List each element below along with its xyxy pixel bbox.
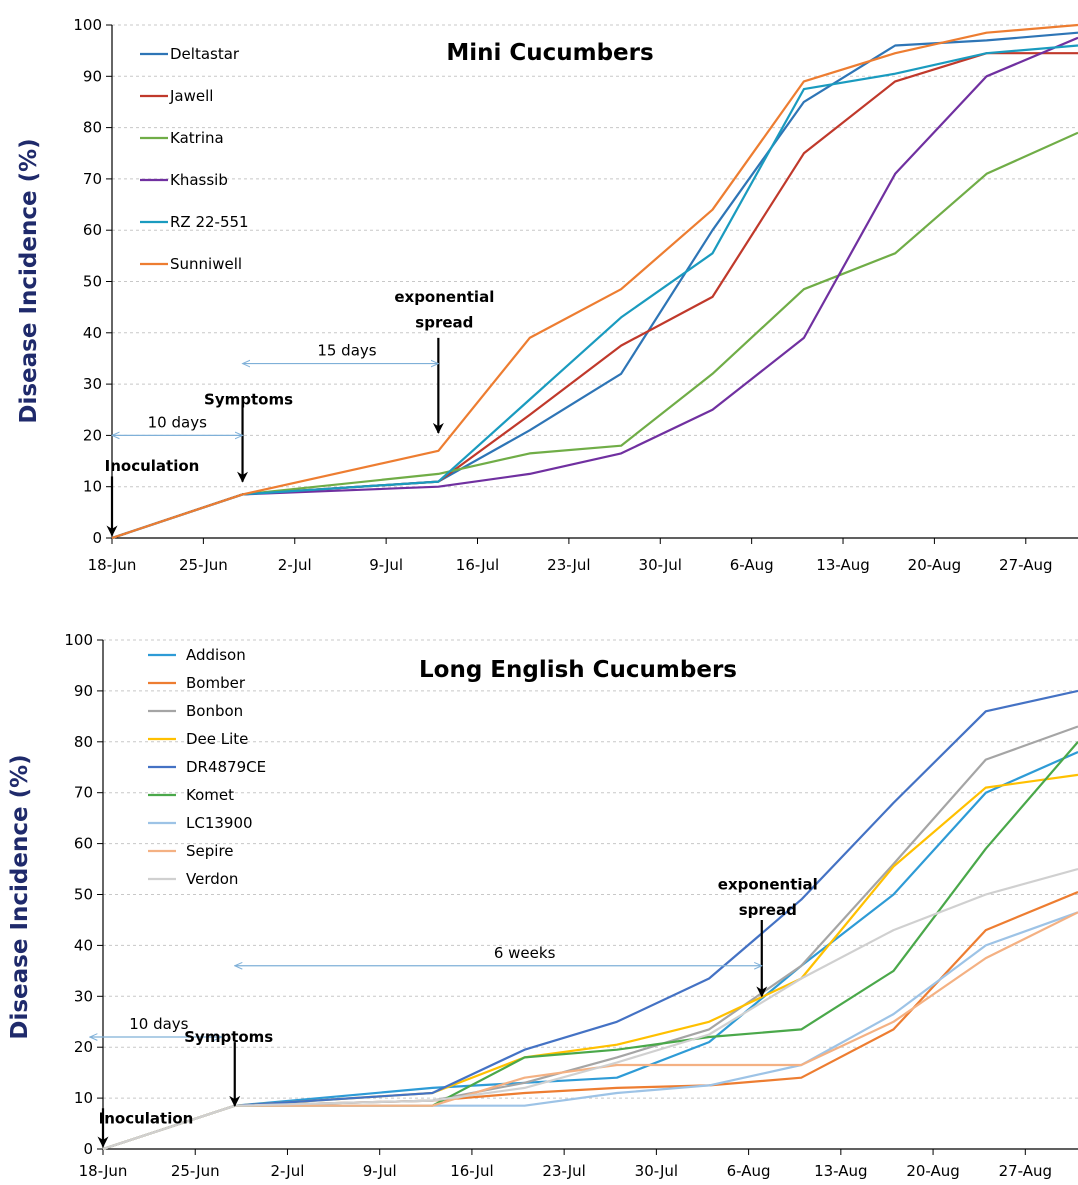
chart-title: Mini Cucumbers [446,40,653,66]
legend-entry-deltastar: Deltastar [170,45,240,63]
x-tick-label: 2-Jul [278,556,312,574]
legend-entry-sepire: Sepire [186,842,234,860]
annotation-exponential: exponential [718,875,818,893]
x-tick-label: 27-Aug [999,1162,1052,1180]
y-tick-label: 50 [83,273,102,291]
y-tick-label: 100 [64,631,93,649]
annotation-exponential: exponential [394,288,494,306]
x-tick-label: 2-Jul [271,1162,305,1180]
x-tick-label: 20-Aug [908,556,961,574]
x-tick-label: 30-Jul [635,1162,678,1180]
legend: Addison Bomber Bonbon Dee Lite DR4879CE Komet… [148,646,266,888]
annotation-10-days: 10 days [129,1015,188,1033]
series-line-rz-22-551 [111,44,1078,540]
y-tick-label: 60 [74,835,93,853]
legend-entry-katrina: Katrina [170,129,224,147]
y-tick-label: 80 [74,733,93,751]
legend-entry-sunniwell: Sunniwell [170,255,242,273]
y-tick-label: 100 [73,16,102,34]
y-tick-label: 80 [83,119,102,137]
y-tick-label: 60 [83,221,102,239]
x-tick-label: 23-Jul [542,1162,585,1180]
x-tick-label: 30-Jul [639,556,682,574]
series-line-katrina [111,131,1078,540]
y-tick-label: 70 [74,784,93,802]
y-tick-label: 30 [83,375,102,393]
annotation-10-days: 10 days [148,413,207,431]
annotation-inoculation: Inoculation [105,457,200,475]
x-tick-label: 23-Jul [547,556,590,574]
legend-entry-dee-lite: Dee Lite [186,730,248,748]
y-tick-label: 70 [83,170,102,188]
legend: Deltastar Jawell Katrina Khassib RZ 22-551 Su… [140,45,249,273]
x-tick-label: 9-Jul [363,1162,397,1180]
annotation-15-days: 15 days [317,342,376,360]
legend-entry-dr4879ce: DR4879CE [186,758,266,776]
annotation-spread: spread [739,901,797,919]
annotation-spread: spread [415,314,473,332]
mini-cucumbers-chart: 0 10 20 30 40 50 60 70 80 90 100 18-Jun 25-Jun 2-Jul 9… [16,16,1078,574]
y-tick-label: 50 [74,886,93,904]
annotation-symptoms: Symptoms [204,390,293,408]
series-line-bonbon [102,725,1078,1151]
legend-entry-bonbon: Bonbon [186,702,243,720]
x-tick-label: 20-Aug [906,1162,959,1180]
series-line-sunniwell [111,23,1078,540]
legend-entry-verdon: Verdon [186,870,238,888]
x-tick-label: 13-Aug [816,556,869,574]
y-tick-label: 0 [92,529,102,547]
y-tick-label: 90 [83,67,102,85]
chart-title: Long English Cucumbers [419,657,737,683]
legend-entry-bomber: Bomber [186,674,246,692]
annotation-symptoms: Symptoms [184,1028,273,1046]
x-tick-label: 27-Aug [999,556,1052,574]
y-tick-label: 40 [74,936,93,954]
series-line-khassib [111,36,1078,540]
x-tick-label: 6-Aug [727,1162,771,1180]
y-tick-label: 90 [74,682,93,700]
legend-entry-lc13900: LC13900 [186,814,253,832]
series-line-addison [102,750,1078,1151]
y-tick-label: 10 [83,478,102,496]
x-tick-label: 25-Jun [171,1162,220,1180]
long-english-cucumbers-chart: 0 10 20 30 40 50 60 70 80 90 100 18-Jun 25-Jun 2-Jul 9… [7,631,1078,1180]
series-line-verdon [102,867,1078,1151]
annotation-6-weeks: 6 weeks [494,944,556,962]
legend-entry-addison: Addison [186,646,246,664]
y-axis-label: Disease Incidence (%) [7,754,33,1039]
series-line-jawell [111,52,1078,540]
y-tick-label: 40 [83,324,102,342]
x-tick-label: 25-Jun [179,556,228,574]
x-tick-label: 6-Aug [730,556,774,574]
annotation-inoculation: Inoculation [99,1109,194,1127]
y-tick-label: 30 [74,987,93,1005]
series-line-dr4879ce [102,689,1078,1151]
x-tick-label: 16-Jul [456,556,499,574]
x-tick-label: 13-Aug [814,1162,867,1180]
y-tick-label: 0 [83,1140,93,1158]
x-tick-label: 9-Jul [369,556,403,574]
series-line-bomber [102,890,1078,1151]
series-line-sepire [102,911,1078,1151]
x-tick-label: 18-Jun [88,556,137,574]
legend-entry-rz-22-551: RZ 22-551 [170,213,249,231]
x-tick-label: 16-Jul [450,1162,493,1180]
legend-entry-komet: Komet [186,786,234,804]
y-tick-label: 20 [83,426,102,444]
x-tick-label: 18-Jun [79,1162,128,1180]
y-tick-label: 10 [74,1089,93,1107]
y-axis-label: Disease Incidence (%) [16,138,42,423]
legend-entry-jawell: Jawell [169,87,213,105]
series-line-deltastar [111,31,1078,540]
legend-entry-khassib: Khassib [170,171,228,189]
y-tick-label: 20 [74,1038,93,1056]
